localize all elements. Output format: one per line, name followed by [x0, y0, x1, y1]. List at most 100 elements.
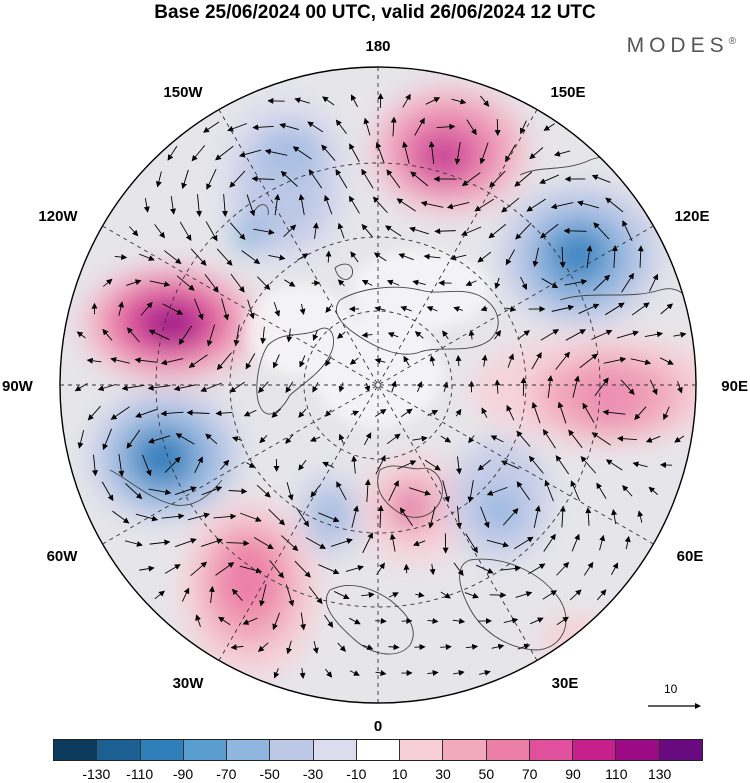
label-150w: 150W: [163, 84, 203, 101]
wind-vector: [555, 351, 570, 370]
wind-vector: [660, 303, 674, 315]
wind-vector: [414, 331, 424, 339]
wind-vector: [345, 565, 364, 572]
coastline: [334, 263, 353, 280]
wind-vector: [204, 273, 219, 293]
wind-vector: [454, 142, 461, 165]
wind-vector: [324, 194, 333, 215]
wind-vector: [268, 254, 286, 261]
wind-vector: [178, 325, 192, 345]
reference-vector-label: 10: [664, 682, 678, 696]
wind-vector: [576, 200, 600, 209]
wind-vector: [149, 280, 171, 287]
colorbar-ticks: -130 -110 -90 -70 -50 -30 -10 10 30 50 70 90 110 130: [53, 766, 703, 783]
wind-vector: [325, 356, 332, 367]
wind-vector: [424, 459, 441, 471]
wind-vector: [280, 170, 298, 187]
wind-vector: [591, 432, 611, 446]
wind-vector: [465, 643, 479, 650]
wind-vector: [542, 590, 558, 600]
wind-vector: [154, 590, 165, 600]
wind-vector: [324, 614, 334, 628]
wind-vector: [585, 507, 592, 526]
wind-vector: [125, 483, 143, 500]
wind-vector: [205, 433, 218, 445]
colorbar-tick-label: -130: [82, 766, 111, 782]
wind-vector: [550, 202, 574, 210]
wind-vector: [377, 505, 384, 529]
wind-vector: [363, 117, 371, 136]
coastline: [325, 585, 414, 655]
wind-vector: [632, 461, 648, 468]
wind-vector: [479, 669, 491, 676]
wind-vector: [528, 455, 544, 474]
wind-vector: [285, 381, 294, 394]
wind-vector: [645, 435, 661, 443]
wind-vector: [206, 324, 216, 347]
wind-vector: [388, 480, 399, 502]
wind-vector: [362, 532, 373, 554]
wind-vector: [251, 175, 275, 182]
wind-vector: [279, 122, 299, 130]
wind-vector: [390, 116, 397, 137]
wind-vector: [361, 279, 373, 286]
wind-vector: [428, 506, 436, 529]
wind-vector: [259, 584, 267, 607]
wind-vector: [299, 303, 306, 315]
wind-vector: [286, 328, 293, 343]
wind-vector: [563, 227, 587, 234]
wind-vector: [160, 410, 184, 417]
wind-vector: [593, 222, 610, 240]
wind-vector: [481, 354, 488, 367]
wind-vector: [239, 565, 263, 574]
wind-vector: [190, 248, 207, 266]
wind-vector: [310, 484, 321, 498]
colorbar-tick-label: 90: [565, 766, 581, 782]
colorbar-segment: [54, 740, 98, 760]
wind-vector: [124, 540, 143, 547]
wind-vector: [673, 331, 687, 338]
wind-vector: [494, 118, 501, 137]
wind-vector: [442, 381, 449, 392]
wind-vector: [556, 561, 570, 576]
wind-vector: [114, 254, 128, 261]
wind-vector: [386, 433, 401, 445]
wind-vector: [596, 589, 607, 601]
wind-vector: [175, 433, 195, 445]
wind-vector: [400, 408, 413, 418]
wind-vector: [543, 123, 555, 131]
wind-vector: [243, 409, 257, 417]
colorbar-segment: [529, 740, 574, 760]
colorbar-segment: [227, 740, 271, 760]
colorbar-segment: [356, 740, 401, 760]
wind-vector: [216, 248, 233, 266]
wind-vector: [281, 535, 299, 552]
label-60w: 60W: [47, 548, 79, 565]
wind-vector: [412, 540, 426, 547]
wind-vector: [440, 643, 452, 650]
wind-vector: [230, 644, 244, 651]
wind-vector: [583, 561, 594, 576]
wind-vector: [246, 194, 256, 217]
wind-vector: [162, 303, 184, 315]
wind-vector: [427, 669, 439, 676]
colorbar: [53, 739, 703, 761]
wind-vector: [375, 618, 387, 625]
wind-vector: [308, 586, 323, 605]
wind-vector: [294, 97, 310, 104]
wind-vector: [449, 254, 467, 261]
wind-vector: [586, 245, 593, 268]
wind-vector: [305, 537, 326, 549]
wind-vector: [336, 331, 346, 339]
wind-vector: [390, 380, 397, 393]
wind-vector: [337, 642, 346, 652]
wind-vector: [271, 408, 282, 418]
wind-vector: [164, 564, 181, 574]
wind-vector: [513, 536, 534, 550]
wind-vector: [143, 198, 150, 213]
wind-vector: [312, 222, 319, 239]
meridian-line: [218, 109, 538, 661]
coastline: [254, 204, 269, 216]
wind-vector: [415, 591, 425, 598]
